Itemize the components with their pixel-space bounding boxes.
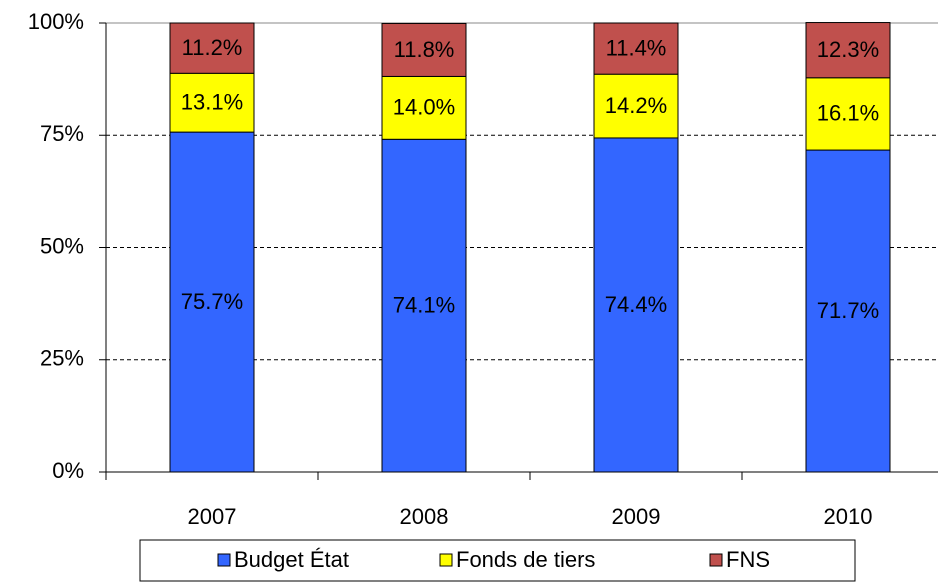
value-label: 14.0% [393,95,455,120]
value-label: 11.2% [182,35,243,60]
x-tick-label: 2008 [400,504,449,529]
y-tick-label: 100% [28,9,84,34]
bar-segment [805,22,891,79]
bar-segment [169,72,255,133]
legend-swatch [709,553,723,567]
x-tick-label: 2007 [188,504,237,529]
x-tick-label: 2009 [612,504,661,529]
y-tick-label: 50% [40,233,84,258]
legend-box [139,539,856,582]
bar-segment [169,22,255,74]
value-label: 14.2% [605,93,667,118]
value-label: 74.1% [393,292,455,317]
legend-label: FNS [726,547,770,572]
value-label: 16.1% [817,101,879,126]
value-label: 11.8% [394,37,455,62]
legend-label: Fonds de tiers [456,547,595,572]
bar-segment [805,77,891,151]
y-tick-label: 0% [52,458,84,483]
bar-segment [593,22,679,75]
bar-segment [593,73,679,139]
bar-segment [381,22,467,77]
legend-swatch [217,553,231,567]
bar-segment [169,131,255,473]
y-tick-label: 75% [40,121,84,146]
legend-swatch [439,553,453,567]
bar-segment [381,75,467,140]
bar-segment [805,149,891,473]
x-tick-label: 2010 [824,504,873,529]
value-label: 11.4% [606,35,667,60]
value-label: 12.3% [817,37,879,62]
value-label: 74.4% [605,292,667,317]
value-label: 71.7% [817,298,879,323]
value-label: 13.1% [181,90,243,115]
legend-label: Budget État [234,547,349,572]
y-tick-label: 25% [40,346,84,371]
bar-segment [381,138,467,473]
value-label: 75.7% [181,289,243,314]
